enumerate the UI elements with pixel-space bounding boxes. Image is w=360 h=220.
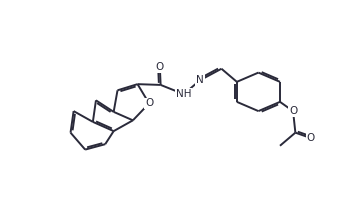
Text: N: N <box>196 75 204 85</box>
Text: O: O <box>156 62 164 72</box>
Text: O: O <box>307 133 315 143</box>
Text: O: O <box>145 98 153 108</box>
Text: NH: NH <box>176 89 192 99</box>
Text: O: O <box>289 106 297 116</box>
